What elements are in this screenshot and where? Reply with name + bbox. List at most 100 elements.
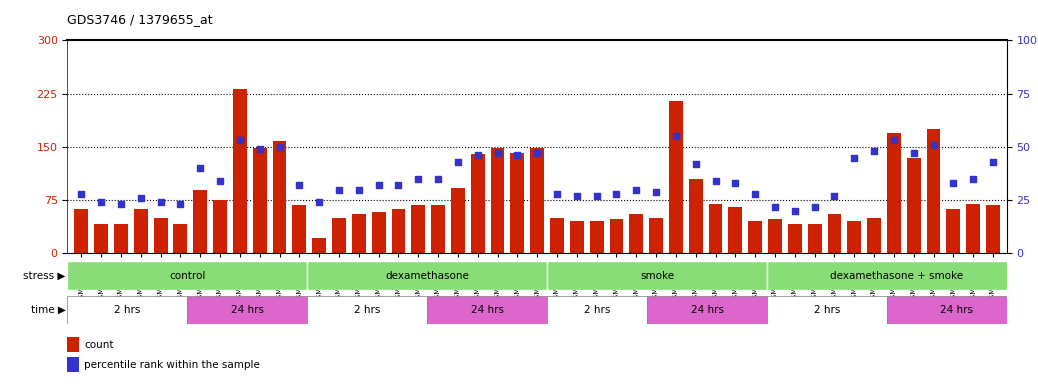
Point — [707, 178, 723, 184]
Point — [925, 142, 941, 148]
Bar — [411, 205, 426, 253]
Bar — [966, 204, 980, 253]
Bar — [293, 205, 306, 253]
Bar — [273, 141, 286, 253]
Point — [390, 182, 407, 188]
Text: 24 hrs: 24 hrs — [230, 305, 264, 315]
Bar — [75, 209, 88, 253]
Point — [687, 161, 704, 167]
Point — [92, 199, 109, 205]
Bar — [550, 218, 564, 253]
Bar — [173, 223, 188, 253]
Point — [945, 180, 961, 186]
Bar — [134, 209, 147, 253]
Text: stress ▶: stress ▶ — [23, 270, 65, 281]
Point — [291, 182, 307, 188]
Bar — [307, 296, 428, 324]
Point — [569, 193, 585, 199]
Bar — [431, 205, 445, 253]
Point — [509, 152, 525, 159]
Bar — [233, 89, 247, 253]
Point — [905, 150, 922, 156]
Point — [133, 195, 149, 201]
Text: dexamethasone + smoke: dexamethasone + smoke — [830, 270, 963, 281]
Point — [430, 176, 446, 182]
Bar — [372, 212, 385, 253]
Bar — [67, 357, 79, 372]
Bar — [67, 337, 79, 352]
Bar — [188, 296, 307, 324]
Point — [589, 193, 605, 199]
Bar — [471, 154, 485, 253]
Bar — [312, 238, 326, 253]
Bar — [94, 223, 108, 253]
Bar — [530, 148, 544, 253]
Bar — [213, 200, 227, 253]
Text: 2 hrs: 2 hrs — [584, 305, 610, 315]
Bar — [332, 218, 346, 253]
Text: percentile rank within the sample: percentile rank within the sample — [84, 360, 261, 370]
Point — [846, 154, 863, 161]
Bar — [729, 207, 742, 253]
Point — [747, 191, 764, 197]
Bar — [307, 261, 547, 290]
Bar — [590, 222, 603, 253]
Point — [528, 150, 546, 156]
Point — [985, 159, 1002, 165]
Point — [271, 144, 288, 150]
Text: 2 hrs: 2 hrs — [114, 305, 140, 315]
Bar — [352, 214, 365, 253]
Text: control: control — [169, 270, 206, 281]
Bar — [867, 218, 881, 253]
Bar — [768, 219, 782, 253]
Bar — [154, 218, 167, 253]
Point — [192, 165, 209, 171]
Bar — [668, 101, 683, 253]
Text: 24 hrs: 24 hrs — [470, 305, 503, 315]
Bar — [649, 218, 663, 253]
Point — [153, 199, 169, 205]
Bar — [570, 222, 583, 253]
Text: 24 hrs: 24 hrs — [940, 305, 974, 315]
Bar — [986, 205, 1000, 253]
Bar — [907, 157, 921, 253]
Point — [489, 150, 506, 156]
Text: 2 hrs: 2 hrs — [354, 305, 381, 315]
Point — [787, 208, 803, 214]
Bar — [767, 296, 886, 324]
Bar — [511, 152, 524, 253]
Point — [410, 176, 427, 182]
Bar — [886, 296, 1027, 324]
Bar — [391, 209, 406, 253]
Bar — [67, 296, 188, 324]
Bar — [886, 133, 901, 253]
Bar — [847, 222, 862, 253]
Bar — [647, 296, 767, 324]
Point — [371, 182, 387, 188]
Point — [113, 201, 130, 207]
Bar — [748, 222, 762, 253]
Point — [172, 201, 189, 207]
Point — [807, 204, 823, 210]
Bar — [709, 204, 722, 253]
Bar — [114, 223, 128, 253]
Point — [331, 187, 348, 193]
Bar — [67, 261, 307, 290]
Point — [608, 191, 625, 197]
Bar — [428, 296, 547, 324]
Bar — [689, 179, 703, 253]
Text: 2 hrs: 2 hrs — [814, 305, 840, 315]
Text: time ▶: time ▶ — [30, 305, 65, 315]
Point — [73, 191, 89, 197]
Bar — [253, 148, 267, 253]
Text: dexamethasone: dexamethasone — [385, 270, 469, 281]
Bar — [193, 190, 208, 253]
Text: 24 hrs: 24 hrs — [690, 305, 723, 315]
Point — [351, 187, 367, 193]
Point — [469, 152, 486, 159]
Bar — [450, 188, 465, 253]
Point — [310, 199, 327, 205]
Point — [212, 178, 228, 184]
Point — [826, 193, 843, 199]
Point — [549, 191, 566, 197]
